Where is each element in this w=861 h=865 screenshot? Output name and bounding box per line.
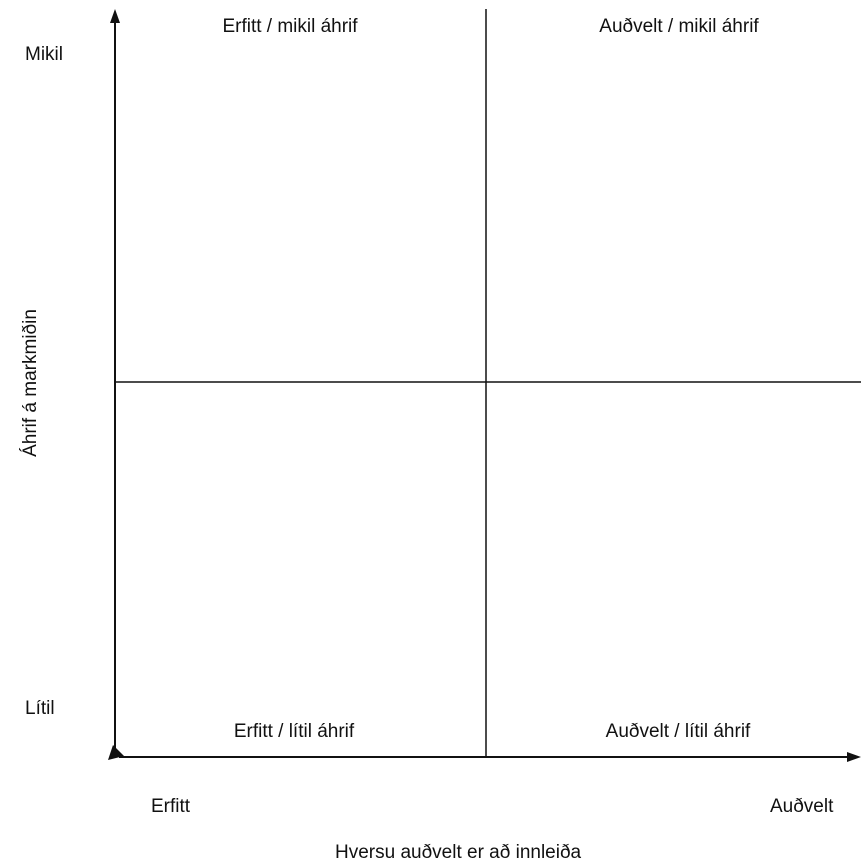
quadrant-bottom-left-label: Erfitt / lítil áhrif	[233, 721, 355, 742]
x-axis-arrow-right	[847, 752, 861, 762]
y-axis-low-label: Lítil	[25, 698, 55, 719]
y-axis-arrow-up	[110, 9, 120, 23]
origin-arrow	[108, 745, 124, 760]
x-axis-low-label: Erfitt	[151, 796, 191, 817]
y-axis-high-label: Mikil	[25, 44, 63, 65]
quadrant-top-left-label: Erfitt / mikil áhrif	[222, 16, 358, 37]
y-axis-title: Áhrif á markmiðin	[20, 309, 41, 457]
quadrant-top-right-label: Auðvelt / mikil áhrif	[599, 16, 759, 37]
quadrant-bottom-right-label: Auðvelt / lítil áhrif	[605, 721, 751, 742]
x-axis-title: Hversu auðvelt er að innleiða	[335, 842, 582, 863]
x-axis-high-label: Auðvelt	[770, 796, 834, 817]
